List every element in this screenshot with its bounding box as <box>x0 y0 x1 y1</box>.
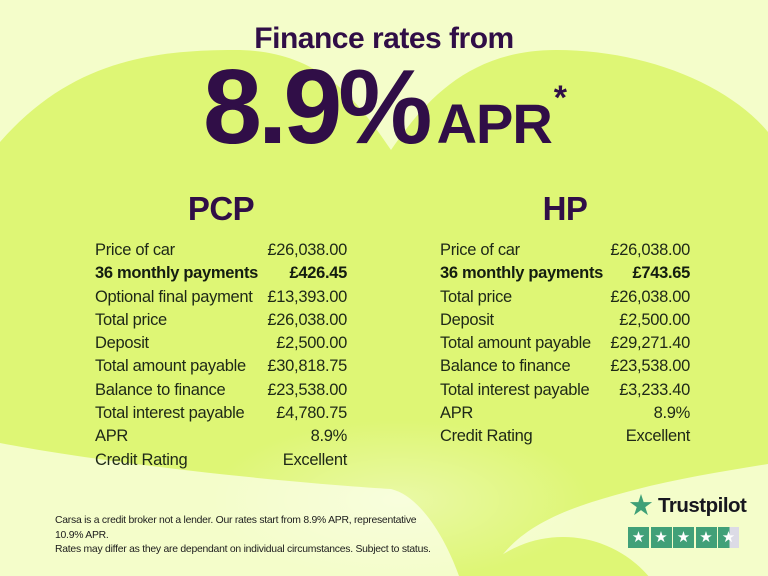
finance-row: Total price £26,038.00 <box>95 309 347 332</box>
rate-apr-label: APR <box>436 92 553 155</box>
row-value: £29,271.40 <box>610 334 690 353</box>
row-value: 8.9% <box>653 404 691 423</box>
rating-star-square: ★ <box>695 527 717 548</box>
white-star-icon: ★ <box>631 529 646 546</box>
green-blob-shape <box>0 50 768 576</box>
headline-rate: 8.9% APR* <box>0 51 768 163</box>
finance-row: APR 8.9% <box>440 402 690 425</box>
row-label: Deposit <box>95 334 149 353</box>
page-title: Finance rates from <box>254 22 514 55</box>
trustpilot-rating-stars: ★ ★ ★ ★ ★ <box>628 527 746 548</box>
hp-column: HP Price of car £26,038.00 36 monthly paym… <box>440 190 690 449</box>
finance-row: Balance to finance £23,538.00 <box>440 355 690 378</box>
row-value: £26,038.00 <box>267 241 347 259</box>
finance-row: Price of car £26,038.00 <box>95 239 347 262</box>
trustpilot-badge: ★ Trustpilot ★ ★ ★ ★ ★ <box>628 490 747 548</box>
row-label: Deposit <box>440 310 494 329</box>
finance-row: Credit Rating Excellent <box>440 425 690 448</box>
row-label: APR <box>95 427 129 446</box>
finance-row: Deposit £2,500.00 <box>440 309 690 332</box>
trustpilot-star-icon: ★ <box>628 490 654 522</box>
row-value: £426.45 <box>289 264 347 283</box>
pcp-column: PCP Price of car £26,038.00 36 monthly pay… <box>95 190 347 472</box>
row-label: Credit Rating <box>95 450 188 469</box>
row-label: Total price <box>440 287 512 306</box>
row-value: 8.9% <box>310 427 348 446</box>
disclaimer-line-2: Rates may differ as they are dependant o… <box>55 544 431 556</box>
pcp-table: Price of car £26,038.00 36 monthly payment… <box>95 239 347 472</box>
row-value: Excellent <box>625 427 691 446</box>
finance-row: APR 8.9% <box>95 425 347 448</box>
row-label: 36 monthly payments <box>440 264 604 283</box>
pcp-title: PCP <box>187 190 255 227</box>
row-label: 36 monthly payments <box>95 264 259 283</box>
white-star-icon: ★ <box>654 529 668 546</box>
hp-table: Price of car £26,038.00 36 monthly payment… <box>440 239 690 449</box>
row-label: Balance to finance <box>95 380 226 399</box>
finance-row: Balance to finance £23,538.00 <box>95 379 347 402</box>
row-value: £23,538.00 <box>267 380 347 399</box>
row-label: Total interest payable <box>95 404 245 423</box>
hp-title: HP <box>542 190 588 227</box>
finance-row: Credit Rating Excellent <box>95 449 347 472</box>
trustpilot-brand-row: ★ Trustpilot <box>628 490 747 522</box>
row-label: Total amount payable <box>440 334 591 353</box>
row-label: Price of car <box>95 241 175 259</box>
finance-row: Deposit £2,500.00 <box>95 332 347 355</box>
finance-row: Optional final payment £13,393.00 <box>95 286 347 309</box>
finance-row: 36 monthly payments £426.45 <box>95 262 347 285</box>
row-label: Price of car <box>440 241 520 259</box>
row-value: £2,500.00 <box>619 310 690 329</box>
white-star-icon: ★ <box>721 529 736 546</box>
disclaimer-line-1: Carsa is a credit broker not a lender. O… <box>55 515 417 541</box>
rate-value: 8.9% <box>202 48 433 166</box>
row-value: £13,393.00 <box>267 287 347 306</box>
row-value: £26,038.00 <box>610 241 690 259</box>
row-value: £2,500.00 <box>276 334 347 353</box>
row-value: £4,780.75 <box>276 404 347 423</box>
row-label: Optional final payment <box>95 287 253 306</box>
row-label: Total interest payable <box>440 380 590 399</box>
legal-disclaimer: Carsa is a credit broker not a lender. O… <box>55 514 435 558</box>
finance-row: Total amount payable £29,271.40 <box>440 332 690 355</box>
row-label: Total price <box>95 310 167 329</box>
row-value: £26,038.00 <box>267 310 347 329</box>
soft-glow <box>210 420 590 576</box>
rating-star-square: ★ <box>718 527 739 548</box>
row-value: £743.65 <box>632 264 690 283</box>
row-label: APR <box>440 404 474 423</box>
rating-star-square: ★ <box>628 527 649 548</box>
row-label: Balance to finance <box>440 357 571 376</box>
row-value: £3,233.40 <box>619 380 690 399</box>
finance-row: Total price £26,038.00 <box>440 286 690 309</box>
rating-star-square: ★ <box>673 527 694 548</box>
rating-star-square: ★ <box>650 527 672 548</box>
finance-row: Total amount payable £30,818.75 <box>95 355 347 378</box>
row-label: Total amount payable <box>95 357 246 376</box>
row-value: £30,818.75 <box>267 357 347 376</box>
finance-row: Total interest payable £3,233.40 <box>440 379 690 402</box>
row-value: Excellent <box>282 450 348 469</box>
trustpilot-wordmark: Trustpilot <box>658 494 747 517</box>
finance-row: Total interest payable £4,780.75 <box>95 402 347 425</box>
row-value: £23,538.00 <box>610 357 690 376</box>
row-value: £26,038.00 <box>610 287 690 306</box>
rate-asterisk: * <box>553 79 568 117</box>
row-label: Credit Rating <box>440 427 533 446</box>
white-star-icon: ★ <box>699 529 713 546</box>
finance-row: Price of car £26,038.00 <box>440 239 690 262</box>
white-star-icon: ★ <box>676 529 691 546</box>
finance-row: 36 monthly payments £743.65 <box>440 262 690 285</box>
